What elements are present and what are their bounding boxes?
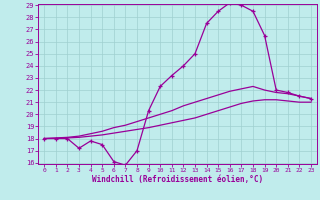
X-axis label: Windchill (Refroidissement éolien,°C): Windchill (Refroidissement éolien,°C) xyxy=(92,175,263,184)
